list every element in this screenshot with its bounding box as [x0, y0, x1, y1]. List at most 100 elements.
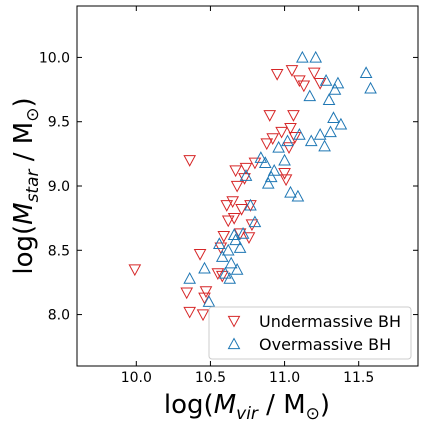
data-point	[230, 263, 244, 275]
data-point	[211, 268, 225, 280]
data-point	[229, 165, 242, 178]
marks-layer	[128, 50, 377, 322]
x-tick-label: 10.5	[195, 370, 226, 386]
legend-marker-overmassive	[227, 337, 241, 350]
data-point	[264, 170, 278, 183]
data-point	[260, 138, 274, 151]
data-point	[227, 212, 241, 225]
data-point	[183, 272, 197, 284]
data-point	[258, 156, 272, 169]
data-point	[291, 189, 305, 202]
data-point	[128, 264, 142, 277]
data-point	[297, 80, 311, 93]
data-point	[270, 68, 284, 81]
data-point	[293, 128, 306, 140]
data-point	[275, 126, 288, 139]
y-tick-label: 10.0	[39, 50, 70, 66]
data-point	[198, 261, 211, 274]
data-point	[180, 287, 194, 300]
data-point	[217, 230, 231, 243]
data-point	[331, 76, 345, 89]
data-point	[224, 256, 238, 269]
data-point	[227, 228, 241, 241]
data-point	[287, 110, 300, 122]
data-point	[236, 227, 250, 239]
legend-box	[208, 306, 412, 360]
y-axis-title: log(Mstar / M⊙)	[9, 97, 43, 274]
y-tick-label: 9.0	[48, 179, 70, 195]
data-point	[279, 174, 293, 187]
data-point	[199, 286, 213, 298]
data-point	[215, 250, 229, 262]
data-point	[296, 50, 309, 63]
data-point	[327, 111, 340, 124]
y-tick-label: 8.0	[48, 308, 70, 324]
series-undermassive	[128, 65, 327, 322]
data-point	[322, 93, 336, 106]
data-point	[196, 309, 210, 322]
data-point	[239, 169, 253, 181]
data-point	[288, 131, 302, 144]
data-point	[221, 215, 235, 228]
legend: Undermassive BH Overmassive BH	[208, 306, 412, 360]
series-overmassive	[183, 50, 377, 307]
data-point	[223, 272, 237, 284]
data-point	[324, 125, 337, 138]
data-point	[309, 50, 323, 63]
x-axis-title: log(Mvir / M⊙)	[164, 390, 330, 424]
data-point	[239, 162, 253, 175]
data-point	[303, 89, 317, 102]
data-point	[193, 248, 207, 261]
data-point	[233, 228, 247, 241]
x-tick-label: 11.0	[269, 370, 300, 386]
data-point	[254, 151, 268, 163]
data-point	[278, 153, 291, 166]
data-point	[359, 66, 373, 79]
legend-label-overmassive: Overmassive BH	[259, 335, 391, 354]
data-point	[272, 140, 285, 153]
data-point	[221, 243, 235, 256]
data-point	[328, 83, 342, 95]
data-point	[267, 164, 281, 176]
data-point	[285, 65, 299, 77]
data-point	[304, 134, 318, 147]
data-point	[284, 122, 297, 135]
data-point	[313, 128, 327, 140]
data-point	[212, 237, 226, 250]
data-point	[261, 176, 275, 189]
data-point	[233, 241, 247, 253]
data-point	[183, 306, 197, 319]
legend-label-undermassive: Undermassive BH	[259, 312, 401, 331]
data-point	[313, 77, 327, 90]
x-tick-label: 10.0	[121, 370, 152, 386]
data-point	[215, 270, 229, 283]
data-point	[226, 196, 240, 208]
data-point	[282, 142, 296, 154]
data-point	[248, 215, 262, 228]
data-point	[230, 180, 244, 193]
data-point	[364, 81, 377, 94]
data-point	[183, 155, 197, 167]
data-point	[245, 219, 259, 232]
data-point	[220, 200, 234, 212]
data-point	[244, 198, 257, 211]
x-tick-label: 11.5	[343, 370, 374, 386]
data-point	[229, 233, 242, 246]
y-tick-label: 9.5	[48, 115, 70, 131]
data-point	[218, 266, 232, 279]
data-point	[235, 203, 248, 216]
data-point	[318, 139, 331, 152]
data-point	[281, 134, 294, 147]
y-tick-label: 8.5	[48, 243, 70, 259]
data-point	[263, 110, 277, 122]
data-point	[202, 295, 216, 307]
data-point	[284, 185, 297, 198]
data-point	[248, 157, 262, 170]
data-point	[307, 67, 321, 80]
legend-marker-undermassive	[227, 315, 241, 328]
ticks-layer: 10.0 10.5 11.0 11.5 8.0 8.5 9.0 9.5 10.0	[39, 6, 418, 386]
data-point	[334, 117, 348, 130]
data-point	[278, 167, 291, 180]
